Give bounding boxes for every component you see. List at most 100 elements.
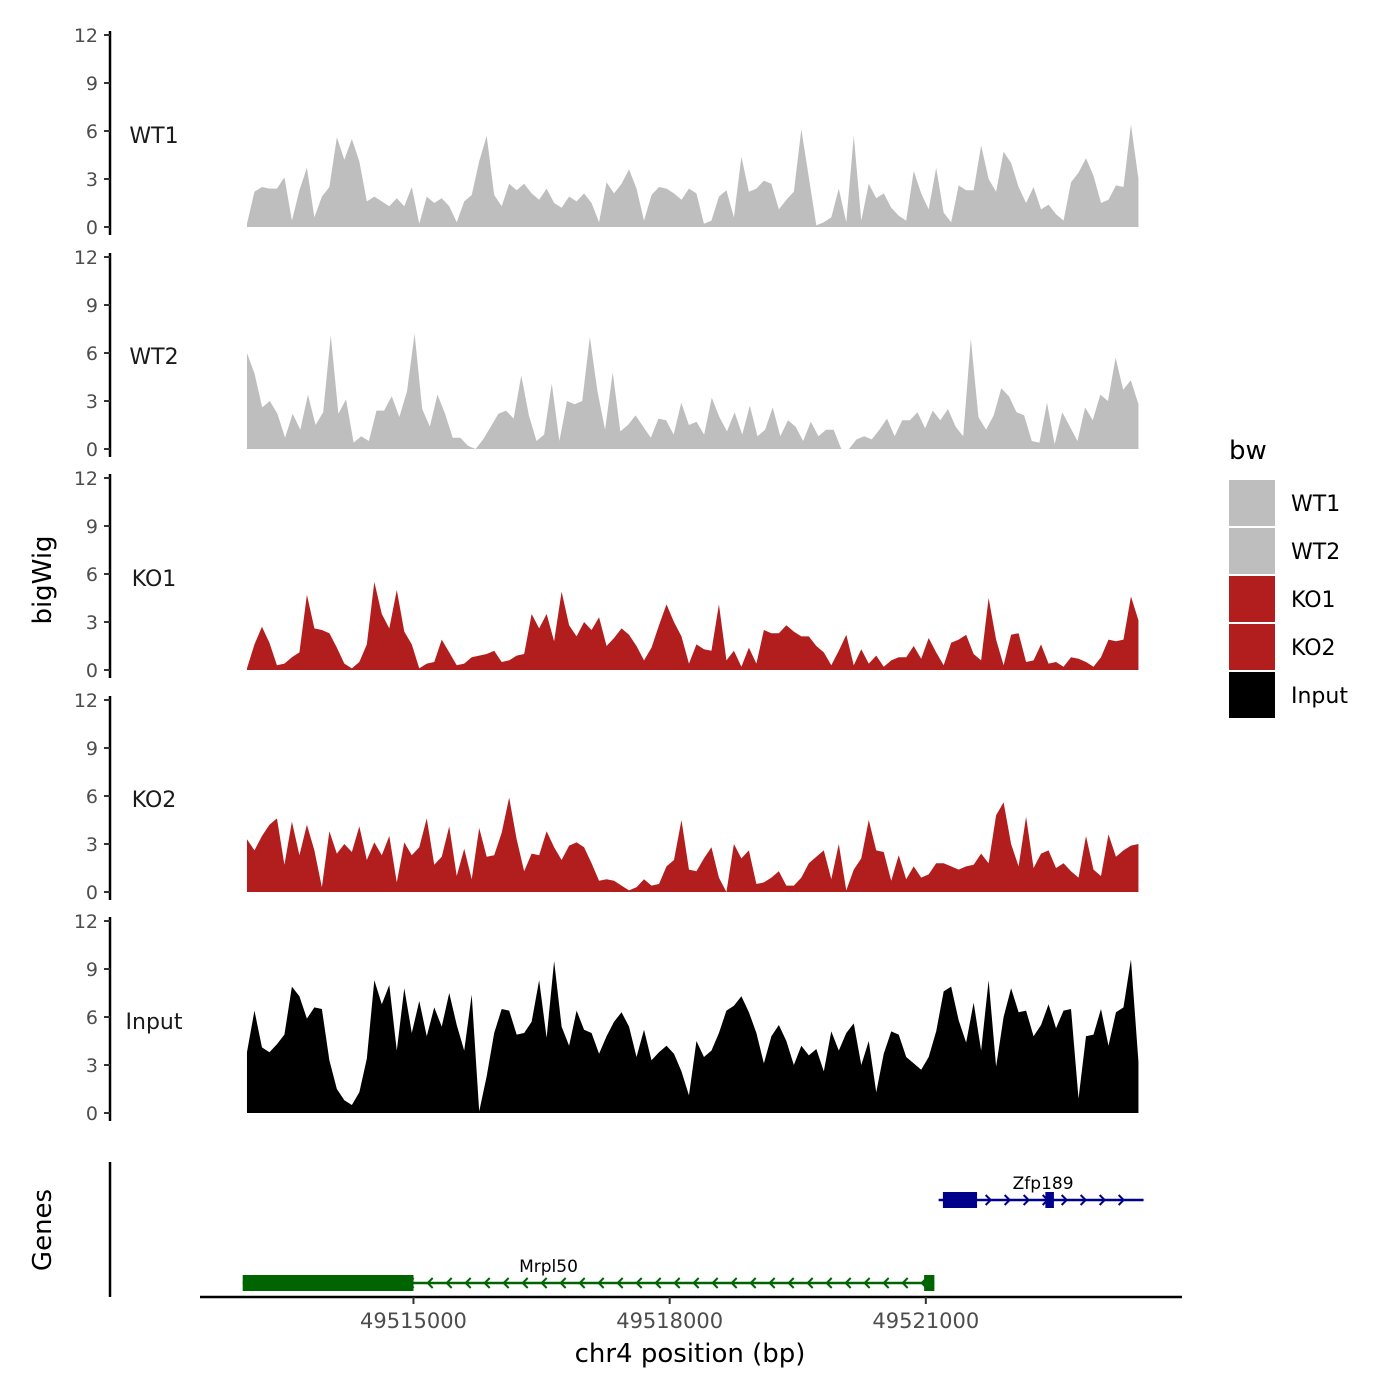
strand-arrow bbox=[768, 1277, 776, 1289]
panel-wt1: 0 3 6 9 12 WT1 bbox=[74, 25, 1139, 239]
x-axis: 49515000 49518000 49521000 bbox=[200, 1295, 1182, 1333]
y-tick-label: 6 bbox=[86, 564, 98, 586]
coverage-area-wt1 bbox=[246, 124, 1139, 227]
legend-label-wt1: WT1 bbox=[1291, 492, 1340, 517]
strand-arrow bbox=[1022, 1194, 1031, 1206]
y-tick-label: 0 bbox=[86, 439, 98, 461]
y-tick-label: 0 bbox=[86, 882, 98, 904]
y-tick-label: 6 bbox=[86, 786, 98, 808]
genes-axis-title: Genes bbox=[28, 1189, 58, 1271]
legend-label-ko1: KO1 bbox=[1291, 588, 1336, 613]
y-tick-label: 12 bbox=[74, 468, 98, 490]
y-tick-label: 3 bbox=[86, 391, 98, 413]
panel-label-wt2: WT2 bbox=[129, 345, 178, 370]
y-tick-label: 6 bbox=[86, 1007, 98, 1029]
strand-arrow bbox=[654, 1277, 662, 1289]
x-tick-label: 49515000 bbox=[360, 1309, 467, 1333]
panel-ko1: 0 3 6 9 12 KO1 bbox=[74, 468, 1139, 682]
legend-label-ko2: KO2 bbox=[1291, 636, 1336, 661]
coverage-area-ko1 bbox=[246, 582, 1139, 670]
strand-arrow bbox=[1117, 1194, 1126, 1206]
gene-exon bbox=[1045, 1192, 1054, 1208]
strand-arrow bbox=[540, 1277, 548, 1289]
y-tick-label: 12 bbox=[74, 911, 98, 933]
legend: bw WT1 WT2 KO1 KO2 Input bbox=[1229, 436, 1348, 718]
y-tick-label: 12 bbox=[74, 690, 98, 712]
strand-arrow bbox=[806, 1277, 814, 1289]
gene-label: Zfp189 bbox=[1013, 1174, 1074, 1194]
y-tick-label: 12 bbox=[74, 247, 98, 269]
y-tick-label: 9 bbox=[86, 73, 98, 95]
coverage-area-input bbox=[246, 959, 1139, 1113]
x-tick-label: 49518000 bbox=[616, 1309, 723, 1333]
strand-arrow bbox=[730, 1277, 738, 1289]
gene-exon bbox=[242, 1275, 414, 1291]
panel-label-ko1: KO1 bbox=[132, 567, 177, 592]
y-tick-label: 6 bbox=[86, 121, 98, 143]
y-tick-label: 3 bbox=[86, 834, 98, 856]
gene-exon bbox=[924, 1275, 935, 1291]
legend-title: bw bbox=[1229, 436, 1267, 466]
panel-label-input: Input bbox=[126, 1010, 183, 1035]
panel-label-ko2: KO2 bbox=[132, 788, 177, 813]
panel-wt2: 0 3 6 9 12 WT2 bbox=[74, 247, 1139, 461]
strand-arrow bbox=[635, 1277, 643, 1289]
strand-arrow bbox=[1060, 1194, 1069, 1206]
y-tick-label: 9 bbox=[86, 516, 98, 538]
legend-key-input bbox=[1229, 672, 1275, 718]
legend-key-wt2 bbox=[1229, 528, 1275, 574]
strand-arrow bbox=[521, 1277, 529, 1289]
strand-arrow bbox=[483, 1277, 491, 1289]
panel-ko2: 0 3 6 9 12 KO2 bbox=[74, 690, 1139, 904]
strand-arrow bbox=[464, 1277, 472, 1289]
strand-arrow bbox=[882, 1277, 890, 1289]
strand-arrow bbox=[1079, 1194, 1088, 1206]
panel-input: 0 3 6 9 12 Input bbox=[74, 911, 1139, 1125]
y-tick-label: 9 bbox=[86, 959, 98, 981]
gene-mrpl50: Mrpl50 bbox=[242, 1257, 935, 1291]
coverage-panels: 0 3 6 9 12 WT1 0 3 6 9 12 WT2 0 3 6 9 12 KO1 0 3 6 9 12 KO2 0 3 6 9… bbox=[74, 25, 1139, 1125]
strand-arrow bbox=[445, 1277, 453, 1289]
strand-arrow bbox=[692, 1277, 700, 1289]
y-tick-label: 0 bbox=[86, 1103, 98, 1125]
strand-arrow bbox=[559, 1277, 567, 1289]
y-tick-label: 9 bbox=[86, 738, 98, 760]
y-tick-label: 12 bbox=[74, 25, 98, 47]
y-tick-label: 3 bbox=[86, 169, 98, 191]
strand-arrow bbox=[502, 1277, 510, 1289]
legend-label-input: Input bbox=[1291, 684, 1348, 709]
strand-arrow bbox=[749, 1277, 757, 1289]
panel-label-wt1: WT1 bbox=[129, 124, 178, 149]
strand-arrow bbox=[578, 1277, 586, 1289]
y-tick-label: 9 bbox=[86, 295, 98, 317]
coverage-area-wt2 bbox=[246, 333, 1139, 449]
x-axis-title: chr4 position (bp) bbox=[575, 1339, 806, 1369]
legend-key-ko2 bbox=[1229, 624, 1275, 670]
y-tick-label: 3 bbox=[86, 1055, 98, 1077]
y-tick-label: 3 bbox=[86, 612, 98, 634]
strand-arrow bbox=[901, 1277, 909, 1289]
coverage-area-ko2 bbox=[246, 797, 1139, 892]
gene-label: Mrpl50 bbox=[519, 1257, 578, 1277]
strand-arrow bbox=[863, 1277, 871, 1289]
strand-arrow bbox=[1098, 1194, 1107, 1206]
strand-arrow bbox=[787, 1277, 795, 1289]
strand-arrow bbox=[825, 1277, 833, 1289]
legend-key-wt1 bbox=[1229, 480, 1275, 526]
y-tick-label: 6 bbox=[86, 343, 98, 365]
y-tick-label: 0 bbox=[86, 660, 98, 682]
strand-arrow bbox=[984, 1194, 993, 1206]
strand-arrow bbox=[616, 1277, 624, 1289]
gene-zfp189: Zfp189 bbox=[938, 1174, 1144, 1208]
strand-arrow bbox=[844, 1277, 852, 1289]
legend-label-wt2: WT2 bbox=[1291, 540, 1340, 565]
y-tick-label: 0 bbox=[86, 217, 98, 239]
strand-arrow bbox=[426, 1277, 434, 1289]
gene-exon bbox=[942, 1192, 978, 1208]
strand-arrow bbox=[1003, 1194, 1012, 1206]
strand-arrow bbox=[711, 1277, 719, 1289]
genes-panel: Mrpl50 Zfp189 bbox=[108, 1162, 1144, 1297]
strand-arrow bbox=[673, 1277, 681, 1289]
legend-key-ko1 bbox=[1229, 576, 1275, 622]
x-tick-label: 49521000 bbox=[872, 1309, 979, 1333]
